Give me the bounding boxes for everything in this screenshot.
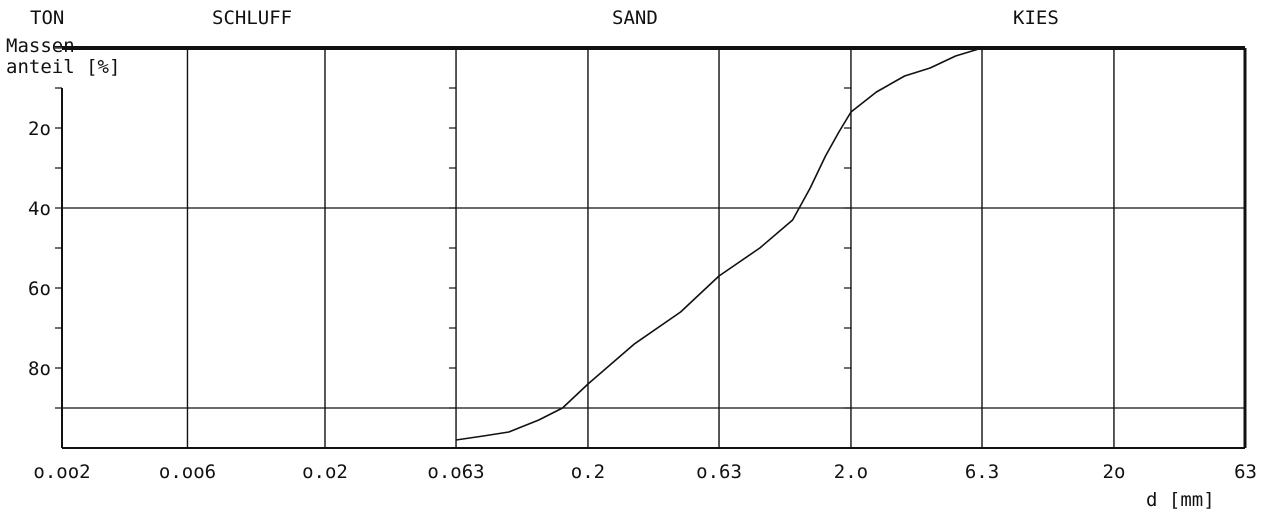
x-tick-label: 63 [1234, 461, 1257, 483]
x-tick-label: 6.3 [965, 461, 999, 483]
x-tick-label: o.oo2 [33, 461, 90, 483]
class-label-sand: SAND [612, 7, 658, 29]
y-axis-label-line2: anteil [%] [6, 56, 121, 78]
x-tick-label: 2o [1103, 461, 1126, 483]
x-tick-label: o.2 [571, 461, 605, 483]
y-tick-label: 4o [28, 198, 51, 220]
x-tick-label: o.o2 [302, 461, 348, 483]
grading-curve [455, 47, 983, 441]
y-tick-label: 2o [28, 118, 51, 140]
y-axis-label-line1: Massen- [6, 35, 87, 57]
x-tick-label: 2.o [834, 461, 868, 483]
x-tick-label: o.o63 [427, 461, 484, 483]
class-label-schluff: SCHLUFF [212, 7, 293, 29]
x-tick-label: o.oo6 [159, 461, 216, 483]
x-tick-label: o.63 [696, 461, 742, 483]
class-label-ton: TON [30, 7, 65, 29]
y-tick-label: 8o [28, 358, 51, 380]
class-label-kies: KIES [1013, 7, 1059, 29]
x-axis-label: d [mm] [1146, 489, 1215, 511]
y-tick-label: 6o [28, 278, 51, 300]
